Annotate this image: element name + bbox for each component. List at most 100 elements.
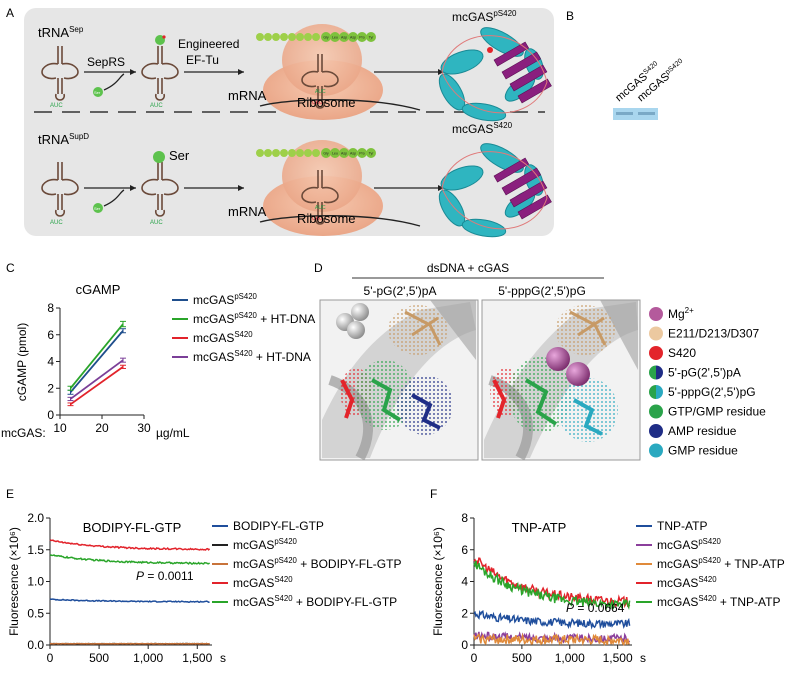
beta-strand xyxy=(493,157,530,183)
gel-band-ps420 xyxy=(638,112,655,115)
y-tick-label: 4 xyxy=(461,575,468,589)
product-bottom-label: mcGASS420 xyxy=(452,121,513,136)
panel-d: D dsDNA + cGAS 5'-pG(2',5')pA 5'-pppG(2'… xyxy=(314,261,766,461)
panel-d-legend: Mg2+ E211/D213/D307 S420 5'-pG(2',5')pA 5'-p… xyxy=(649,306,766,458)
legend-swatch xyxy=(649,404,663,419)
serine-ball-bottom-label: Ser xyxy=(94,206,101,211)
mrna-bottom-line xyxy=(259,215,421,227)
ribosome-bottom-label: Ribosome xyxy=(297,211,356,226)
product-top-label: mcGASpS420 xyxy=(452,9,517,24)
peptide-residue xyxy=(357,32,367,42)
y-tick-label: 4 xyxy=(47,355,54,369)
gtp-stick-right xyxy=(524,378,558,426)
panel-d-header: dsDNA + cGAS xyxy=(427,261,509,275)
x-axis-unit-label: s xyxy=(220,651,226,665)
legend-label: BODIPY-FL-GTP xyxy=(233,519,324,533)
gel-band-s420 xyxy=(616,112,633,115)
legend-label: mcGASS420 + HT-DNA xyxy=(193,349,311,364)
peptide-residue-label: Gly xyxy=(323,152,329,156)
y-tick-label: 2 xyxy=(47,381,54,395)
peptide-bead xyxy=(272,149,280,157)
beta-strand xyxy=(509,64,548,92)
phospho-site-icon xyxy=(487,47,493,53)
acidic-residues-right xyxy=(569,310,607,346)
x-tick-label: 1,000 xyxy=(133,651,163,665)
trna-sep-label: tRNASep xyxy=(38,25,84,40)
peptide-bead xyxy=(304,33,312,41)
peptide-residue-label: Leu xyxy=(332,152,338,156)
panel-letter-f: F xyxy=(430,487,437,501)
legend-label: GMP residue xyxy=(668,444,738,458)
legend-label: mcGASS420 xyxy=(233,575,293,590)
seprs-label: SepRS xyxy=(87,55,125,69)
x-tick-label: 1,500 xyxy=(182,651,212,665)
peptide-residue xyxy=(348,32,358,42)
series-line xyxy=(69,366,124,406)
ribosome-codon-top: UAG xyxy=(312,100,323,106)
x-tick-label: 500 xyxy=(89,651,109,665)
legend-label: mcGASS420 + TNP-ATP xyxy=(657,594,780,609)
x-axis-unit-label: s xyxy=(640,651,646,665)
series-line xyxy=(69,323,124,389)
legend-label: E211/D213/D307 xyxy=(668,327,760,341)
x-tick-label: 10 xyxy=(53,421,67,435)
legend-label: mcGASpS420 + TNP-ATP xyxy=(657,556,785,571)
x-tick-label: 1,500 xyxy=(603,651,633,665)
alpha-helix xyxy=(461,218,507,238)
peptide-bead xyxy=(280,33,288,41)
trna-sep-anticodon: AUC xyxy=(50,103,63,109)
left-structure-title: 5'-pG(2',5')pA xyxy=(364,284,437,298)
peptide-bead xyxy=(312,33,320,41)
legend-label: mcGASpS420 xyxy=(233,537,298,552)
peptide-bead xyxy=(304,149,312,157)
y-tick-label: 0 xyxy=(47,408,54,422)
peptide-residue-label: Gly xyxy=(323,36,329,40)
legend-label: mcGASS420 + BODIPY-FL-GTP xyxy=(233,594,397,609)
product-arrowhead-bottom xyxy=(438,185,444,191)
series-line xyxy=(69,330,124,393)
serine-ball-icon xyxy=(93,87,103,97)
peptide-chain-bottom: Gly Leu Asp Asp Pro Tyr xyxy=(256,148,376,158)
panel-letter-b: B xyxy=(566,9,574,23)
p-value-annotation: P = 0.0664 xyxy=(566,601,625,615)
charged-trna-anticodon: AUC xyxy=(150,103,163,109)
supd-charging-arrow xyxy=(103,189,125,207)
alpha-helix xyxy=(440,165,484,191)
supd-arrowhead xyxy=(130,185,136,191)
peptide-residue xyxy=(321,148,331,158)
protein-structure-bottom-icon xyxy=(438,143,552,238)
y-tick-label: 1.0 xyxy=(27,575,44,589)
mg-sphere-1 xyxy=(546,347,570,371)
gtp-stick-left xyxy=(371,378,402,422)
engineered-eftu-line1: Engineered xyxy=(178,37,239,51)
legend-label: mcGASpS420 + BODIPY-FL-GTP xyxy=(233,556,401,571)
mg-sphere-grey-3 xyxy=(347,321,365,339)
panel-a: A tRNASep AUC SepRS Ser AUC Engineered E… xyxy=(6,6,554,238)
peptide-bead xyxy=(296,33,304,41)
chart-title: TNP-ATP xyxy=(512,520,567,535)
peptide-residue xyxy=(348,148,358,158)
peptide-residue-label: Asp xyxy=(350,36,356,40)
x-tick-label: 0 xyxy=(471,651,478,665)
supd-delivery-arrowhead xyxy=(238,185,244,191)
peptide-residue-label: Tyr xyxy=(369,152,375,156)
y-axis-label: cGAMP (pmol) xyxy=(15,323,29,401)
series-line xyxy=(473,632,630,647)
loop-coil xyxy=(441,151,548,230)
x-axis-prefix-label: mcGAS: xyxy=(1,426,46,440)
loop-coil xyxy=(441,35,548,114)
peptide-bead xyxy=(264,33,272,41)
peptide-residue xyxy=(339,148,349,158)
panel-a-bottom-row: tRNASupD AUC Ser Ser AUC Gly Leu Asp Asp Pro… xyxy=(38,121,552,238)
legend-swatch xyxy=(649,307,663,321)
peptide-residue-label: Pro xyxy=(359,36,365,40)
right-structure-title: 5'-pppG(2',5')pG xyxy=(498,284,586,298)
p-value-annotation: P = 0.0011 xyxy=(136,569,194,583)
panel-a-top-row: tRNASep AUC SepRS Ser AUC Engineered EF-… xyxy=(38,9,552,122)
peptide-bead xyxy=(264,149,272,157)
y-tick-label: 0.0 xyxy=(27,638,44,652)
beta-strand xyxy=(517,194,552,220)
alpha-helix xyxy=(461,102,507,122)
x-tick-label: 30 xyxy=(137,421,151,435)
